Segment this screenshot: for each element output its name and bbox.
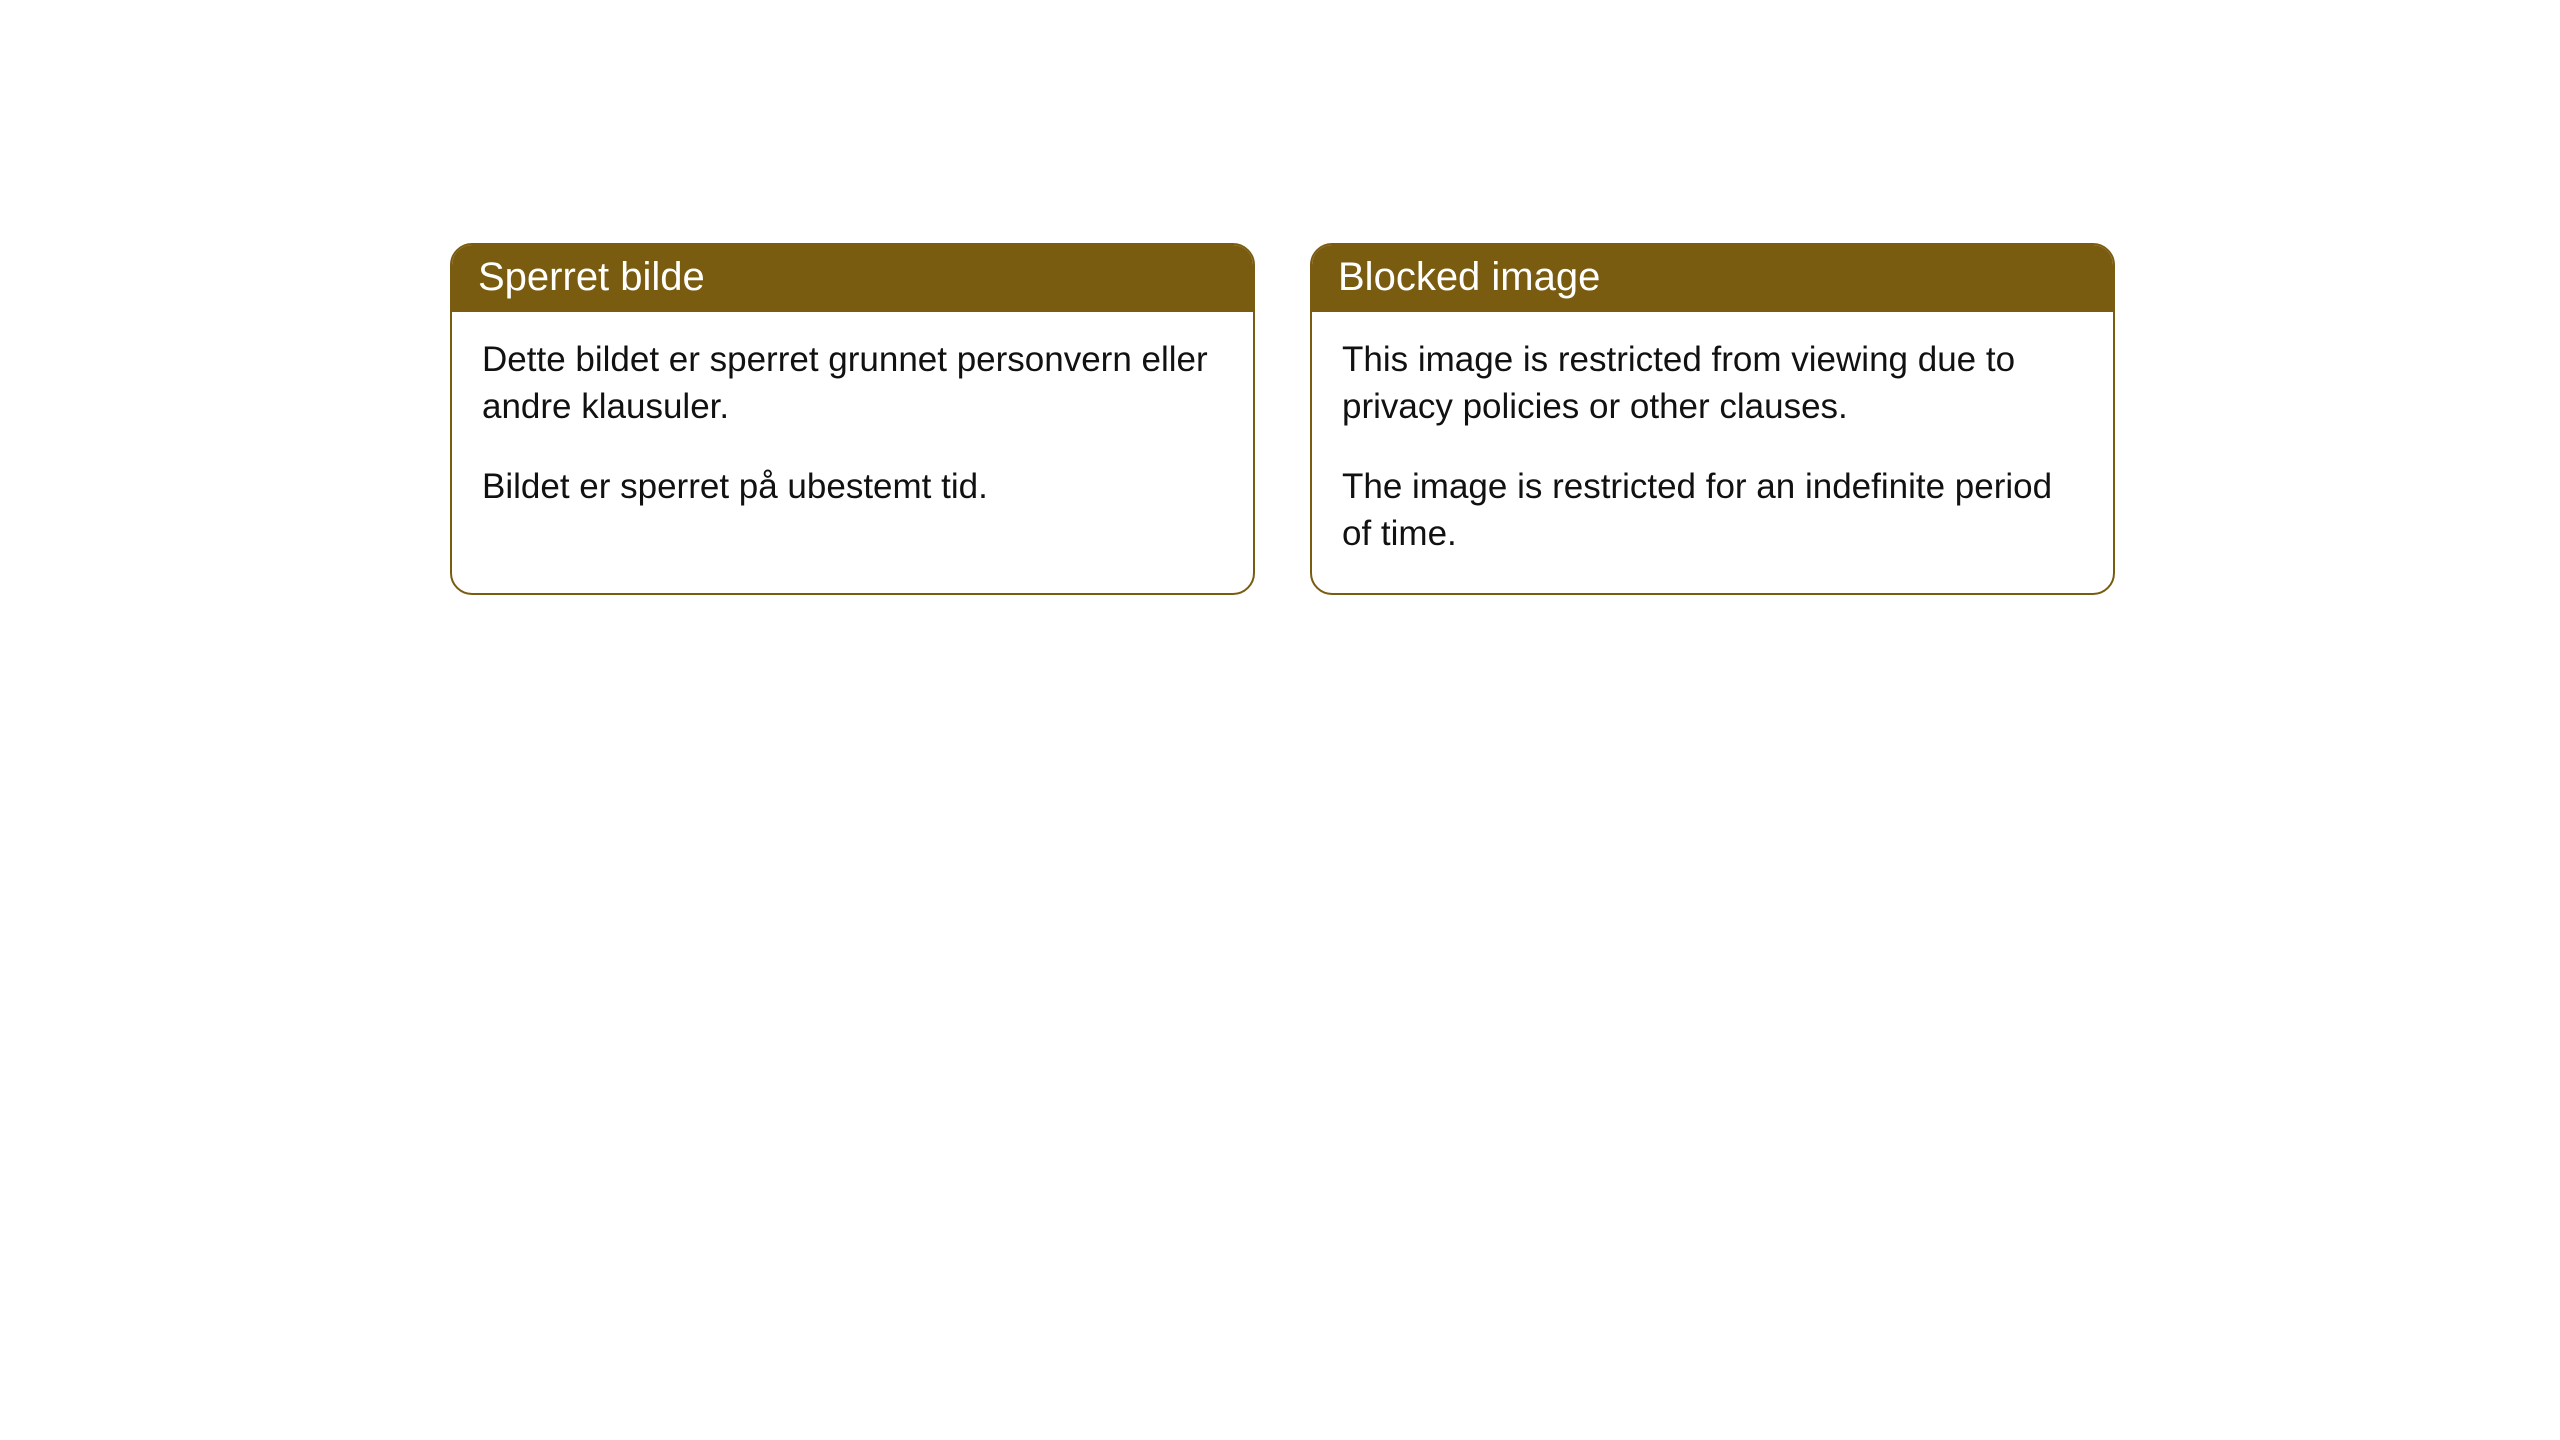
- card-body-no: Dette bildet er sperret grunnet personve…: [452, 312, 1253, 546]
- card-paragraph: Bildet er sperret på ubestemt tid.: [482, 463, 1223, 510]
- card-paragraph: The image is restricted for an indefinit…: [1342, 463, 2083, 558]
- card-paragraph: Dette bildet er sperret grunnet personve…: [482, 336, 1223, 431]
- card-title-en: Blocked image: [1338, 255, 1600, 299]
- blocked-image-card-en: Blocked image This image is restricted f…: [1310, 243, 2115, 595]
- card-body-en: This image is restricted from viewing du…: [1312, 312, 2113, 593]
- card-header-no: Sperret bilde: [452, 245, 1253, 312]
- notice-container: Sperret bilde Dette bildet er sperret gr…: [0, 0, 2560, 595]
- card-paragraph: This image is restricted from viewing du…: [1342, 336, 2083, 431]
- blocked-image-card-no: Sperret bilde Dette bildet er sperret gr…: [450, 243, 1255, 595]
- card-title-no: Sperret bilde: [478, 255, 705, 299]
- card-header-en: Blocked image: [1312, 245, 2113, 312]
